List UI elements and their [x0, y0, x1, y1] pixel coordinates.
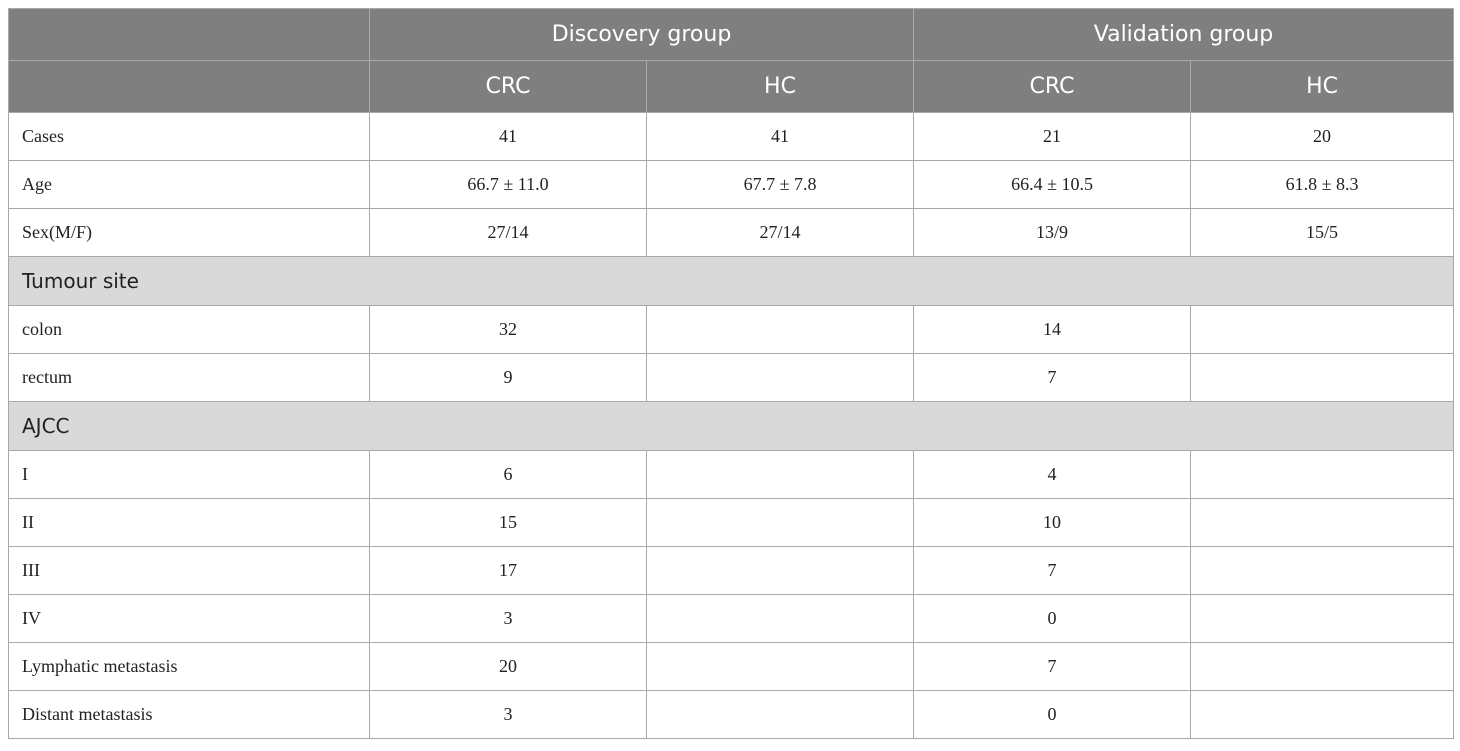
table-cell: 3 [369, 594, 647, 643]
row-label: Lymphatic metastasis [8, 642, 370, 691]
table-cell: 66.7 ± 11.0 [369, 160, 647, 209]
table-cell: 27/14 [369, 208, 647, 257]
table-cell [645, 305, 915, 354]
header-subgroup-blank [8, 60, 370, 113]
table-cell: 6 [369, 450, 647, 499]
table-cell: 41 [645, 112, 915, 161]
table-cell [645, 546, 915, 595]
table-row: Age 66.7 ± 11.0 67.7 ± 7.8 66.4 ± 10.5 61.8 … [8, 160, 1455, 209]
table-cell: 17 [369, 546, 647, 595]
section-header-row: AJCC [7, 401, 1455, 451]
row-label: III [8, 546, 370, 595]
row-label: Distant metastasis [8, 690, 370, 739]
table-cell: 15/5 [1190, 208, 1455, 257]
header-validation-group: Validation group [913, 8, 1455, 61]
table-cell: 20 [1190, 112, 1455, 161]
row-label: II [8, 498, 370, 547]
header-validation-crc: CRC [913, 60, 1192, 113]
table-header: Discovery group Validation group CRC HC … [8, 8, 1455, 113]
table-cell: 15 [369, 498, 647, 547]
table-row: III 17 7 [8, 546, 1455, 595]
table-cell [1190, 305, 1455, 354]
table-cell: 61.8 ± 8.3 [1190, 160, 1455, 209]
row-label: Age [8, 160, 370, 209]
table-cell: 0 [913, 594, 1192, 643]
table-row: Cases 41 41 21 20 [8, 112, 1455, 161]
table-cell [645, 498, 915, 547]
header-discovery-crc: CRC [369, 60, 647, 113]
table-cell [645, 594, 915, 643]
table-cell: 41 [369, 112, 647, 161]
table-row: IV 3 0 [8, 594, 1455, 643]
table-cell [645, 690, 915, 739]
data-table: Discovery group Validation group CRC HC … [7, 8, 1455, 739]
table-body: Cases 41 41 21 20 Age 66.7 ± 11.0 67.7 ± 7.8 66.… [7, 112, 1455, 739]
header-corner-cell [8, 8, 370, 61]
table-row: Sex(M/F) 27/14 27/14 13/9 15/5 [8, 208, 1455, 257]
table-cell: 0 [913, 690, 1192, 739]
table-cell: 27/14 [645, 208, 915, 257]
header-validation-hc: HC [1190, 60, 1455, 113]
table-cell: 21 [913, 112, 1192, 161]
table-cell [1190, 690, 1455, 739]
table-cell [1190, 642, 1455, 691]
table-cell: 14 [913, 305, 1192, 354]
table-row: colon 32 14 [8, 305, 1455, 354]
table-cell [1190, 594, 1455, 643]
table-cell [645, 450, 915, 499]
table-cell: 7 [913, 353, 1192, 402]
table-cell: 3 [369, 690, 647, 739]
header-group-row: Discovery group Validation group [8, 8, 1455, 61]
table-cell: 32 [369, 305, 647, 354]
table-cell [1190, 353, 1455, 402]
table-row: II 15 10 [8, 498, 1455, 547]
row-label: I [8, 450, 370, 499]
header-subgroup-row: CRC HC CRC HC [8, 60, 1455, 113]
table-cell: 7 [913, 642, 1192, 691]
table-cell [645, 642, 915, 691]
table-cell: 4 [913, 450, 1192, 499]
header-discovery-hc: HC [645, 60, 915, 113]
table-row: Lymphatic metastasis 20 7 [8, 642, 1455, 691]
row-label: Cases [8, 112, 370, 161]
row-label: IV [8, 594, 370, 643]
table-cell: 67.7 ± 7.8 [645, 160, 915, 209]
table-cell [1190, 546, 1455, 595]
table-cell: 9 [369, 353, 647, 402]
row-label: colon [8, 305, 370, 354]
header-discovery-group: Discovery group [368, 8, 915, 61]
row-label: Sex(M/F) [8, 208, 370, 257]
table-cell [1190, 450, 1455, 499]
table-cell [1190, 498, 1455, 547]
row-label: rectum [8, 353, 370, 402]
table-cell [645, 353, 915, 402]
table-row: rectum 9 7 [8, 353, 1455, 402]
table-cell: 7 [913, 546, 1192, 595]
table-cell: 10 [913, 498, 1192, 547]
section-header-row: Tumour site [7, 256, 1455, 306]
table-row: Distant metastasis 3 0 [8, 690, 1455, 739]
table-cell: 20 [369, 642, 647, 691]
table-cell: 66.4 ± 10.5 [913, 160, 1192, 209]
section-label: Tumour site [7, 256, 1455, 306]
section-label: AJCC [7, 401, 1455, 451]
table-cell: 13/9 [913, 208, 1192, 257]
